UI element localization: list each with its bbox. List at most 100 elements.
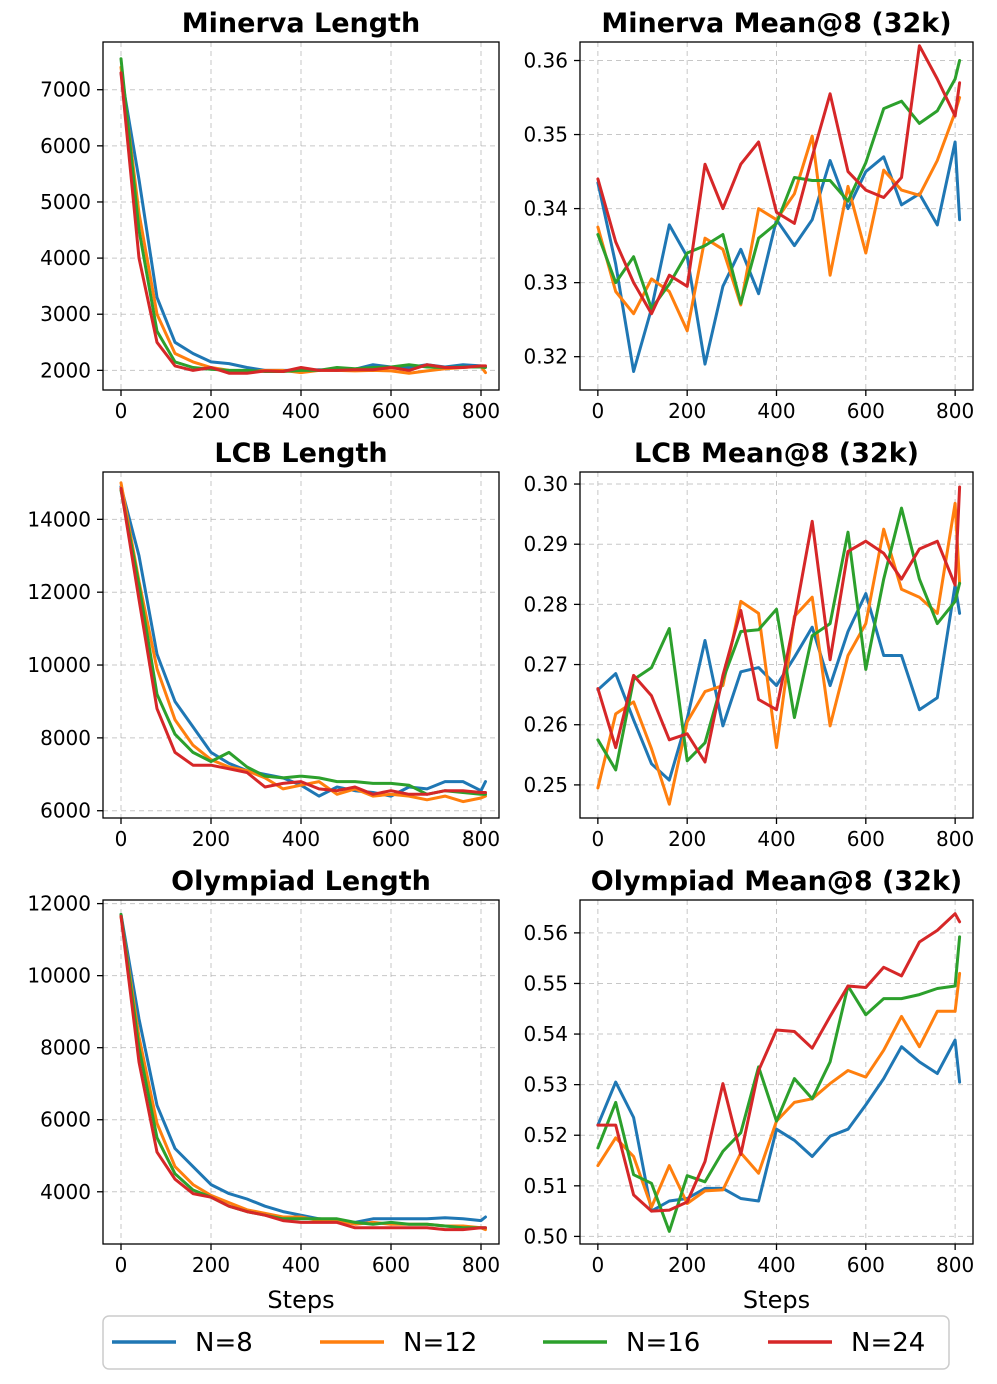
x-tick-label: 200 <box>192 827 230 851</box>
y-tick-label: 6000 <box>40 1108 91 1132</box>
x-tick-label: 400 <box>757 399 795 423</box>
y-tick-label: 6000 <box>40 799 91 823</box>
x-tick-label: 600 <box>372 1253 410 1277</box>
y-tick-label: 4000 <box>40 246 91 270</box>
y-tick-label: 4000 <box>40 1180 91 1204</box>
panel-title: Olympiad Mean@8 (32k) <box>591 866 963 897</box>
y-tick-label: 0.50 <box>523 1224 568 1248</box>
x-tick-label: 0 <box>591 827 604 851</box>
series-line-n-16 <box>119 488 487 796</box>
y-tick-label: 0.25 <box>523 773 568 797</box>
y-tick-label: 0.26 <box>523 713 568 737</box>
x-tick-label: 400 <box>757 827 795 851</box>
y-tick-label: 10000 <box>27 964 91 988</box>
series-line-n-24 <box>596 44 962 316</box>
y-tick-label: 0.32 <box>523 345 568 369</box>
series-line-n-12 <box>596 971 962 1209</box>
x-tick-label: 800 <box>936 1253 974 1277</box>
y-tick-label: 0.33 <box>523 271 568 295</box>
y-tick-label: 0.53 <box>523 1073 568 1097</box>
x-axis-label: Steps <box>267 1286 334 1314</box>
y-tick-label: 3000 <box>40 302 91 326</box>
y-tick-label: 10000 <box>27 653 91 677</box>
panel-title: LCB Length <box>214 438 387 469</box>
x-axis-label: Steps <box>743 1286 810 1314</box>
y-tick-label: 0.28 <box>523 592 568 616</box>
panel-title: Minerva Mean@8 (32k) <box>601 8 951 39</box>
panel-minerva-mean-8-32k: 0 200 400 600 800 0.32 0.33 0.34 0.35 0.36 Minerva… <box>523 8 974 423</box>
series-line-n-12 <box>596 96 962 333</box>
y-tick-label: 5000 <box>40 190 91 214</box>
x-tick-label: 600 <box>847 1253 885 1277</box>
y-tick-label: 12000 <box>27 892 91 916</box>
legend-label-n12: N=12 <box>403 1328 477 1358</box>
y-tick-label: 14000 <box>27 507 91 531</box>
x-tick-label: 200 <box>192 1253 230 1277</box>
series-line-n-16 <box>596 935 962 1233</box>
x-tick-label: 0 <box>591 399 604 423</box>
y-tick-label: 0.52 <box>523 1123 568 1147</box>
series-line-n-24 <box>596 485 962 764</box>
series-line-n-16 <box>596 59 962 311</box>
panel-title: Minerva Length <box>182 8 420 39</box>
x-tick-label: 800 <box>936 399 974 423</box>
series-line-n-8 <box>119 71 487 372</box>
panel-lcb-length: 0 200 400 600 800 6000 8000 10000 12000 14000 LCB … <box>27 438 500 851</box>
y-tick-label: 0.36 <box>523 49 568 73</box>
legend-label-n8: N=8 <box>195 1328 253 1358</box>
series-line-n-8 <box>119 912 487 1224</box>
y-tick-label: 0.56 <box>523 921 568 945</box>
x-tick-label: 400 <box>282 827 320 851</box>
y-tick-label: 0.54 <box>523 1022 568 1046</box>
y-tick-label: 0.27 <box>523 653 568 677</box>
series-line-n-16 <box>119 912 487 1230</box>
legend-frame <box>102 1315 950 1370</box>
x-tick-label: 800 <box>462 1253 500 1277</box>
y-tick-label: 6000 <box>40 134 91 158</box>
y-tick-label: 0.29 <box>523 532 568 556</box>
legend: N=8 N=12 N=16 N=24 <box>102 1315 950 1370</box>
panel-olympiad-length: 0 200 400 600 800 4000 6000 8000 10000 12000 Olymp… <box>27 866 500 1314</box>
panel-title: Olympiad Length <box>171 866 431 897</box>
y-tick-label: 0.51 <box>523 1174 568 1198</box>
x-tick-label: 400 <box>282 1253 320 1277</box>
panel-minerva-length: 0 200 400 600 800 2000 3000 4000 5000 6000 7000 Min… <box>40 8 500 423</box>
series-line-n-24 <box>596 912 962 1213</box>
y-tick-label: 0.35 <box>523 123 568 147</box>
x-tick-label: 0 <box>591 1253 604 1277</box>
panel-title: LCB Mean@8 (32k) <box>634 438 919 469</box>
series-line-n-8 <box>596 140 962 373</box>
x-tick-label: 600 <box>847 399 885 423</box>
series-line-n-12 <box>119 481 487 804</box>
x-tick-label: 800 <box>462 827 500 851</box>
series-line-n-12 <box>119 914 487 1232</box>
panel-olympiad-mean-8-32k: 0 200 400 600 800 0.50 0.51 0.52 0.53 0.54 0.55 0.5… <box>523 866 974 1314</box>
series-line-n-24 <box>119 486 487 796</box>
y-tick-label: 12000 <box>27 580 91 604</box>
x-tick-label: 800 <box>462 399 500 423</box>
x-tick-label: 200 <box>192 399 230 423</box>
x-tick-label: 200 <box>668 1253 706 1277</box>
y-tick-label: 2000 <box>40 358 91 382</box>
series-line-n-8 <box>119 485 487 798</box>
y-tick-label: 7000 <box>40 78 91 102</box>
series-line-n-12 <box>119 65 487 375</box>
x-tick-label: 0 <box>115 1253 128 1277</box>
x-tick-label: 400 <box>757 1253 795 1277</box>
panels: 0 200 400 600 800200030004000500060007000Min… <box>27 8 974 1314</box>
y-tick-label: 0.30 <box>523 472 568 496</box>
x-tick-label: 600 <box>372 399 410 423</box>
x-tick-label: 200 <box>668 399 706 423</box>
x-tick-label: 0 <box>115 827 128 851</box>
x-tick-label: 600 <box>372 827 410 851</box>
series-line-n-24 <box>119 71 487 375</box>
y-tick-label: 8000 <box>40 1036 91 1060</box>
x-tick-label: 800 <box>936 827 974 851</box>
series-line-n-12 <box>596 501 962 806</box>
series-line-n-24 <box>119 914 487 1232</box>
legend-label-n16: N=16 <box>626 1328 700 1358</box>
x-tick-label: 0 <box>115 399 128 423</box>
panel-lcb-mean-8-32k: 0 200 400 600 800 0.25 0.26 0.27 0.28 0.29 0.30 LCB… <box>523 438 974 851</box>
x-tick-label: 600 <box>847 827 885 851</box>
